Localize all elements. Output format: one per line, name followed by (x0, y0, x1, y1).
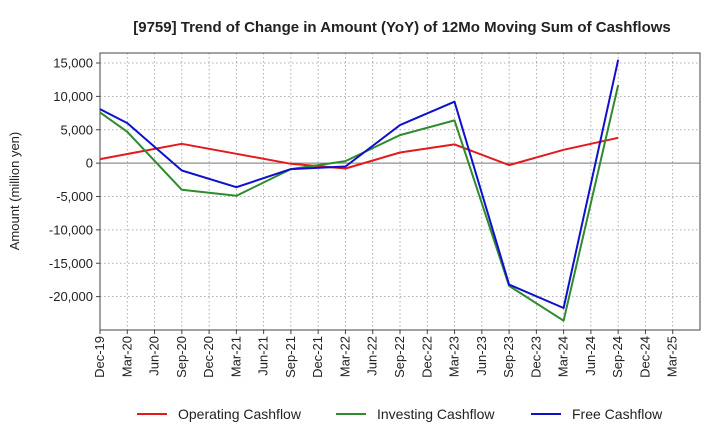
x-tick-label: Mar-20 (119, 336, 134, 377)
y-tick-label: -15,000 (49, 256, 93, 271)
x-tick-label: Dec-21 (310, 336, 325, 378)
chart-title: [9759] Trend of Change in Amount (YoY) o… (133, 19, 671, 36)
y-tick-label: 10,000 (53, 89, 93, 104)
y-tick-label: 15,000 (53, 56, 93, 71)
x-tick-label: Dec-19 (92, 336, 107, 378)
y-tick-labels: 15,000 10,000 5,000 0 -5,000 -10,000 -15,000 -2… (49, 56, 100, 304)
y-tick-label: -5,000 (56, 189, 93, 204)
x-tick-label: Sep-24 (610, 336, 625, 378)
x-tick-label: Dec-20 (201, 336, 216, 378)
x-tick-label: Sep-21 (283, 336, 298, 378)
series-line-free-cashflow (99, 59, 620, 309)
series-lines (99, 59, 620, 322)
x-tick-label: Sep-22 (392, 336, 407, 378)
x-tick-label: Dec-22 (419, 336, 434, 378)
y-tick-label: 5,000 (60, 122, 93, 137)
y-axis-label: Amount (million yen) (7, 132, 22, 251)
x-tick-label: Mar-21 (228, 336, 243, 377)
x-tick-label: Jun-22 (365, 336, 380, 376)
x-tick-labels: Dec-19 Mar-20 Jun-20 Sep-20 Dec-20 Mar-21 Jun-… (92, 330, 680, 378)
x-tick-label: Jun-20 (147, 336, 162, 376)
y-tick-label: 0 (86, 156, 93, 171)
legend-label-investing-cashflow: Investing Cashflow (377, 406, 495, 422)
legend-label-operating-cashflow: Operating Cashflow (178, 406, 302, 422)
x-tick-label: Jun-23 (474, 336, 489, 376)
legend: Operating Cashflow Investing Cashflow Free… (137, 406, 663, 422)
x-tick-label: Dec-23 (528, 336, 543, 378)
x-tick-label: Sep-20 (174, 336, 189, 378)
x-tick-label: Mar-23 (447, 336, 462, 377)
y-tick-label: -20,000 (49, 289, 93, 304)
x-tick-label: Mar-25 (665, 336, 680, 377)
x-tick-label: Mar-22 (337, 336, 352, 377)
series-line-investing-cashflow (99, 84, 620, 322)
series-line-operating-cashflow (99, 136, 619, 170)
x-tick-label: Dec-24 (637, 336, 652, 378)
x-tick-label: Sep-23 (501, 336, 516, 378)
x-tick-label: Jun-21 (256, 336, 271, 376)
y-tick-label: -10,000 (49, 222, 93, 237)
x-tick-label: Jun-24 (583, 336, 598, 376)
legend-label-free-cashflow: Free Cashflow (572, 406, 663, 422)
x-tick-label: Mar-24 (556, 336, 571, 377)
